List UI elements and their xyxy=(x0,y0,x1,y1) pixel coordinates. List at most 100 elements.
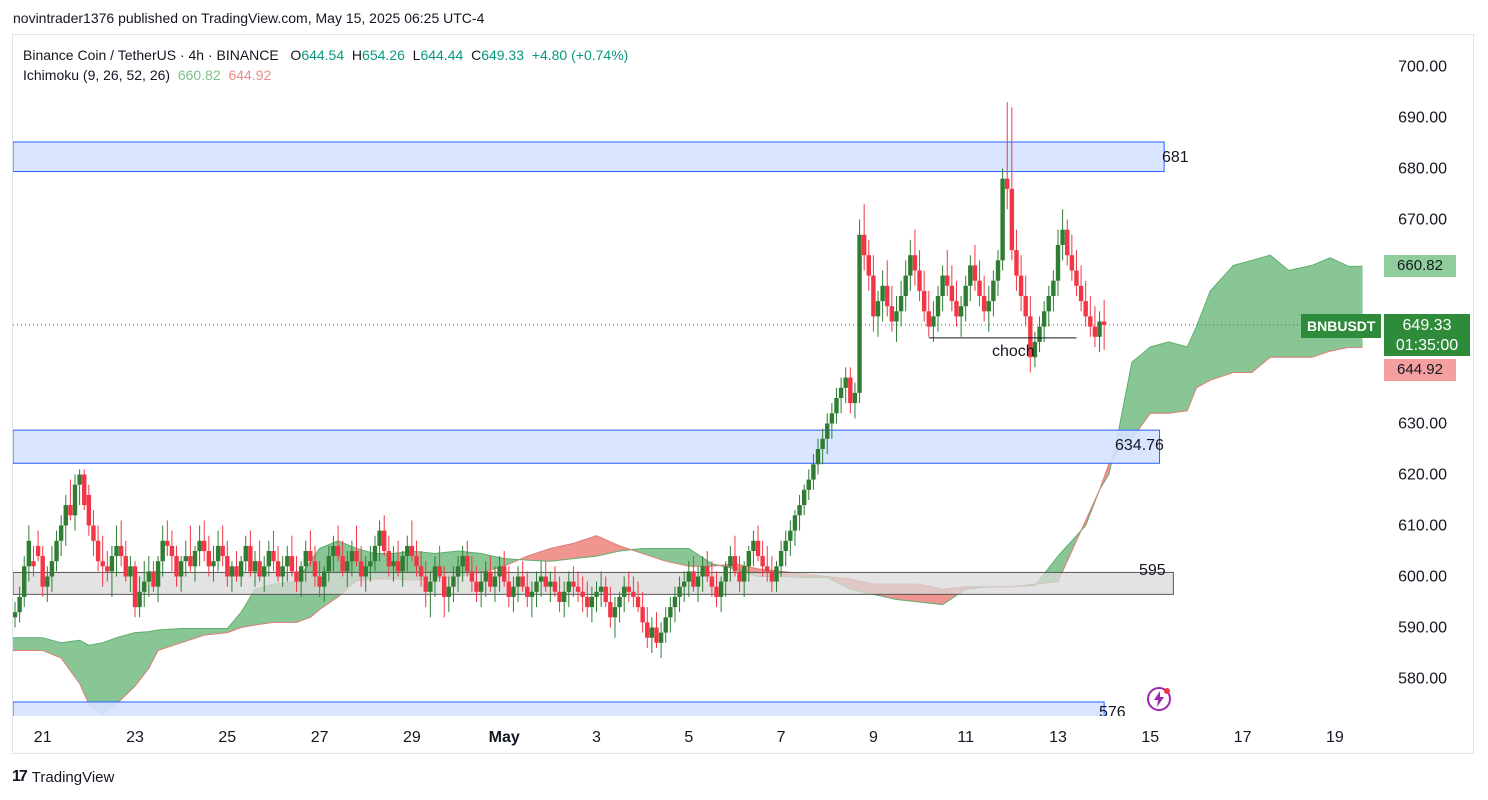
candle-body xyxy=(492,576,498,587)
candle-body xyxy=(386,551,392,567)
candle-body xyxy=(474,581,479,592)
candle-body xyxy=(538,576,544,582)
candle-body xyxy=(640,607,645,623)
candle-body xyxy=(502,566,507,582)
candle-body xyxy=(1023,296,1028,317)
annotations-layer: 681 634.76 595 576 choch xyxy=(928,149,1189,716)
candle-body xyxy=(945,275,950,286)
candle-body xyxy=(954,301,959,317)
candle-body xyxy=(1051,280,1056,296)
candle-body xyxy=(405,545,410,557)
candle-body xyxy=(428,581,433,592)
candle-body xyxy=(13,612,18,618)
candle-body xyxy=(617,596,622,608)
y-tick-label: 580.00 xyxy=(1398,671,1447,688)
candle-body xyxy=(811,464,816,480)
chart-legend: Binance Coin / TetherUS · 4h · BINANCE O… xyxy=(23,45,628,85)
candle-body xyxy=(17,596,22,613)
candle-body xyxy=(972,265,978,281)
candle-body xyxy=(478,581,484,592)
candle-body xyxy=(294,571,299,582)
candle-body xyxy=(649,627,655,638)
candle-body xyxy=(483,571,488,582)
candle-body xyxy=(432,566,438,582)
candle-body xyxy=(22,566,27,597)
candle-body xyxy=(322,571,327,587)
candle-body xyxy=(1046,296,1051,312)
legend-close-value: 649.33 xyxy=(481,47,525,63)
candle-body xyxy=(663,617,668,633)
candle-body xyxy=(298,566,304,582)
candle-body xyxy=(875,301,881,317)
candle-body xyxy=(788,530,793,541)
candle-body xyxy=(820,438,825,449)
candle-body xyxy=(571,581,576,587)
candle-body xyxy=(178,561,184,577)
zone-label-zone-595: 595 xyxy=(1139,562,1166,579)
candle-body xyxy=(206,551,212,567)
candle-body xyxy=(114,545,119,557)
candle-body xyxy=(520,576,525,587)
y-tick-label: 600.00 xyxy=(1398,569,1447,586)
candle-body xyxy=(1041,311,1047,327)
candle-body xyxy=(183,556,188,562)
chart-frame[interactable] xyxy=(12,34,1474,754)
legend-low-value: 644.44 xyxy=(420,47,464,63)
candle-body xyxy=(511,586,516,597)
candle-body xyxy=(594,591,599,597)
candle-body xyxy=(871,275,876,317)
cloud-segment xyxy=(519,535,632,562)
candle-body xyxy=(1092,326,1098,337)
footer-brand: TradingView xyxy=(31,768,115,786)
candle-body xyxy=(354,551,359,562)
candle-body xyxy=(40,556,45,587)
legend-symbol[interactable]: Binance Coin / TetherUS · 4h · BINANCE xyxy=(23,47,279,63)
candle-body xyxy=(169,545,175,557)
candle-body xyxy=(460,556,465,567)
candle-body xyxy=(991,280,996,302)
candle-body xyxy=(534,581,539,592)
candle-body xyxy=(908,255,913,276)
candle-body xyxy=(889,306,895,322)
candle-body xyxy=(188,556,193,567)
x-tick-label: 17 xyxy=(1234,729,1252,746)
candle-body xyxy=(1000,178,1005,261)
candle-body xyxy=(714,586,719,597)
candle-body xyxy=(68,505,73,516)
candle-body xyxy=(86,494,92,526)
footer-branding[interactable]: 17 TradingView xyxy=(12,768,114,786)
zone-resistance-681 xyxy=(13,141,1165,173)
candle-body xyxy=(220,545,225,557)
axes-layer: 580.00 590.00 600.00 610.00 620.00 630.00 670.… xyxy=(34,59,1447,747)
candle-body xyxy=(1083,301,1088,317)
candle-body xyxy=(815,449,821,465)
candle-body xyxy=(917,270,922,291)
candle-body xyxy=(801,489,807,506)
publish-info: novintrader1376 published on TradingView… xyxy=(13,10,485,26)
candle-body xyxy=(192,551,198,567)
legend-indicator-name[interactable]: Ichimoku (9, 26, 52, 26) xyxy=(23,67,171,83)
candle-body xyxy=(391,561,396,567)
candle-body xyxy=(525,586,530,597)
candle-body xyxy=(746,551,751,567)
candle-body xyxy=(1088,316,1093,327)
candle-body xyxy=(995,260,1001,281)
candle-body xyxy=(580,591,585,597)
flash-icon[interactable] xyxy=(1146,686,1172,712)
candle-body xyxy=(395,561,401,572)
candle-body xyxy=(912,255,918,271)
candle-body xyxy=(658,632,664,643)
candle-body xyxy=(1097,321,1102,337)
candle-body xyxy=(737,571,742,582)
x-tick-label: 25 xyxy=(218,729,236,746)
candle-body xyxy=(289,556,295,572)
candle-body xyxy=(137,591,142,608)
x-tick-label: 19 xyxy=(1326,729,1344,746)
candle-body xyxy=(515,576,521,587)
candle-body xyxy=(455,566,461,577)
candle-body xyxy=(774,566,779,582)
candle-body xyxy=(612,607,618,618)
candle-body xyxy=(672,596,678,608)
y-tick-label: 620.00 xyxy=(1398,467,1447,484)
